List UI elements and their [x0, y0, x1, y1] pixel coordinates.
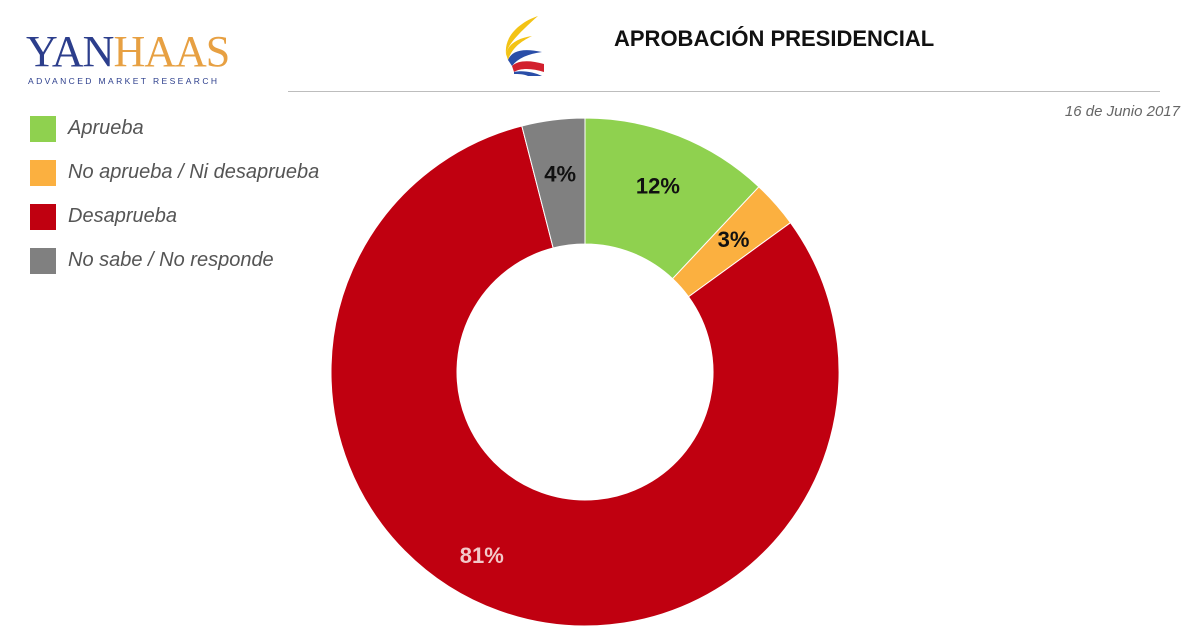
header-divider	[288, 91, 1160, 92]
logo-brand-part1: YAN	[26, 27, 114, 76]
legend-swatch	[30, 248, 56, 274]
chart-title: APROBACIÓN PRESIDENCIAL	[614, 26, 935, 51]
logo-wordmark: YANHAAS	[26, 27, 230, 76]
legend-swatch	[30, 116, 56, 142]
colombia-flag-logo-icon	[505, 16, 544, 76]
donut-slice-no-sabe-no-responde	[521, 117, 586, 249]
logo-brand-part2: HAAS	[113, 27, 230, 76]
legend-swatch	[30, 204, 56, 230]
legend-label: Aprueba	[68, 117, 144, 139]
survey-date: 16 de Junio 2017	[1064, 103, 1180, 120]
legend-label: No sabe / No responde	[68, 249, 274, 271]
donut-slice-desaprueba	[330, 125, 840, 627]
data-label-no-aprueba-ni-desaprueba: 3%	[718, 227, 750, 252]
data-label-desaprueba: 81%	[460, 543, 504, 568]
data-label-no-sabe-no-responde: 4%	[544, 161, 576, 186]
logo-tagline: ADVANCED MARKET RESEARCH	[28, 76, 220, 86]
data-label-aprueba: 12%	[636, 174, 680, 199]
legend-label: No aprueba / Ni desaprueba	[68, 161, 320, 183]
legend-swatch	[30, 160, 56, 186]
legend-label: Desaprueba	[68, 205, 177, 227]
yanhaas-logo: YANHAAS ADVANCED MARKET RESEARCH	[22, 27, 230, 90]
